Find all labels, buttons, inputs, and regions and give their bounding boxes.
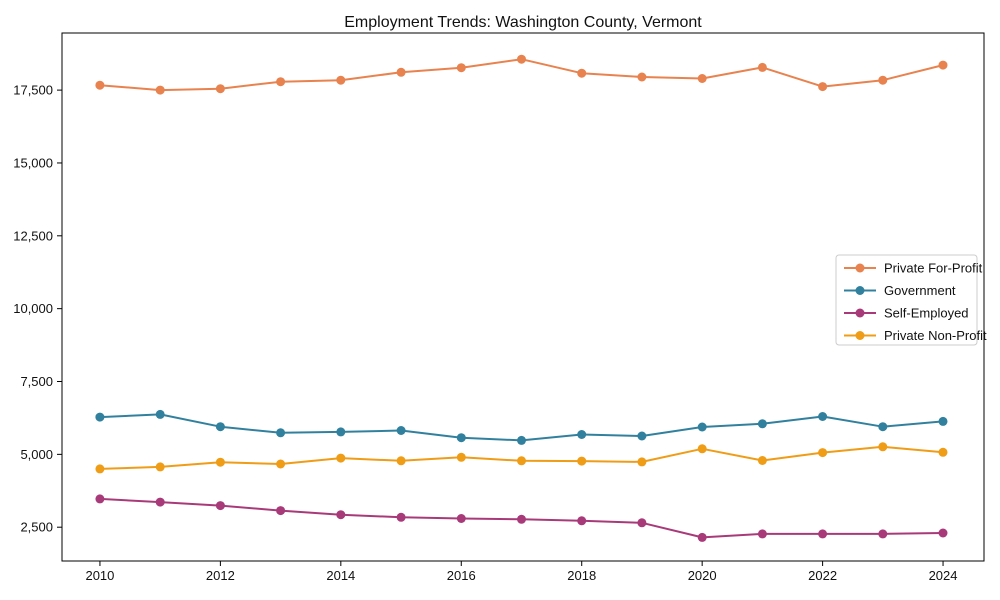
point-private-non-profit-2012 [215,457,225,467]
legend-marker [855,331,865,340]
point-private-for-profit-2016 [456,63,466,73]
point-government-2018 [577,430,587,439]
y-tick-label: 5,000 [20,447,53,462]
point-government-2010 [95,412,105,422]
point-government-2022 [818,412,828,421]
point-self-employed-2016 [456,514,466,523]
point-government-2012 [215,422,225,432]
point-self-employed-2012 [215,501,225,511]
point-private-for-profit-2015 [396,67,406,77]
point-self-employed-2015 [396,512,406,522]
point-government-2016 [456,433,466,443]
point-private-non-profit-2011 [155,462,165,472]
y-tick-label: 17,500 [13,83,53,98]
point-private-for-profit-2019 [637,72,647,82]
point-self-employed-2013 [276,506,286,516]
y-tick-label: 15,000 [13,156,53,171]
legend-item-self-employed: Self-Employed [844,306,969,321]
x-tick-label: 2022 [808,568,837,583]
point-government-2021 [757,419,767,429]
point-private-non-profit-2020 [697,444,707,454]
point-self-employed-2018 [577,516,587,526]
point-private-for-profit-2011 [155,85,165,95]
x-tick-label: 2012 [206,568,235,583]
point-private-for-profit-2010 [95,80,105,90]
point-private-for-profit-2024 [938,60,948,70]
point-private-non-profit-2013 [276,459,286,469]
x-tick-label: 2024 [929,568,958,583]
point-private-for-profit-2018 [577,68,587,78]
point-government-2017 [517,435,526,445]
legend-label: Government [884,283,956,298]
x-tick-label: 2020 [688,568,717,583]
x-tick-label: 2014 [326,568,355,583]
y-tick-label: 2,500 [20,520,53,535]
point-self-employed-2022 [818,529,828,539]
point-government-2020 [697,422,707,432]
point-government-2011 [155,409,165,419]
legend-label: Self-Employed [884,306,969,321]
point-self-employed-2014 [336,510,346,520]
point-private-for-profit-2022 [818,82,828,92]
point-private-for-profit-2023 [878,75,888,85]
point-self-employed-2024 [938,528,948,538]
legend-box [835,254,978,346]
legend: Private For-Profit Government Self-Employe… [835,254,987,346]
point-private-non-profit-2016 [456,452,466,462]
point-private-for-profit-2017 [517,54,526,64]
axes: 2,500 5,000 7,500 10,000 12,500 15,000 17,500 2… [13,32,985,583]
point-self-employed-2023 [878,529,888,539]
legend-item-private-for-profit: Private For-Profit [844,261,983,276]
point-private-non-profit-2024 [938,447,948,457]
point-self-employed-2011 [155,497,165,507]
point-self-employed-2020 [697,532,707,542]
y-tick-label: 12,500 [13,228,53,243]
point-private-non-profit-2010 [95,464,105,474]
series-line-private-for-profit [98,58,944,92]
point-government-2019 [637,431,647,441]
point-private-non-profit-2023 [878,442,888,452]
point-government-2014 [336,427,346,437]
point-government-2023 [878,422,888,432]
series-lines [95,54,948,542]
point-private-non-profit-2015 [396,456,406,466]
x-tick-label: 2016 [447,568,476,583]
y-tick-label: 7,500 [20,374,53,389]
legend-marker [855,286,865,295]
point-private-non-profit-2014 [336,453,346,463]
legend-item-private-non-profit: Private Non-Profit [844,328,987,343]
point-private-for-profit-2014 [336,75,346,85]
legend-label: Private Non-Profit [884,328,987,343]
legend-label: Private For-Profit [884,261,983,276]
y-tick-label: 10,000 [13,301,53,316]
legend-marker [855,308,865,318]
chart-title: Employment Trends: Washington County, Ve… [344,14,702,31]
point-private-for-profit-2020 [697,74,707,83]
point-self-employed-2021 [757,529,767,539]
legend-item-government: Government [844,283,956,298]
x-tick-label: 2018 [567,568,596,583]
point-self-employed-2010 [95,494,105,504]
point-self-employed-2017 [517,514,526,524]
point-private-non-profit-2017 [517,456,526,466]
legend-marker [855,263,865,273]
point-private-for-profit-2012 [215,84,225,94]
point-private-non-profit-2018 [577,456,587,466]
point-private-non-profit-2021 [757,456,767,465]
point-private-non-profit-2019 [637,457,647,467]
point-private-for-profit-2013 [276,77,286,87]
point-government-2015 [396,426,406,435]
point-private-for-profit-2021 [757,62,767,72]
point-government-2024 [938,416,948,426]
point-self-employed-2019 [637,518,647,528]
plot-frame [61,32,985,562]
x-tick-label: 2010 [85,568,114,583]
point-government-2013 [276,428,286,438]
point-private-non-profit-2022 [818,448,828,458]
